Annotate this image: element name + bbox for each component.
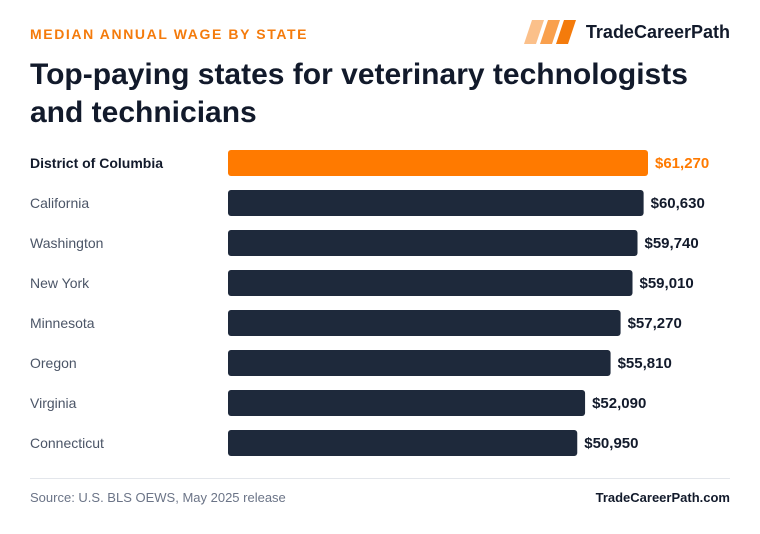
value-label: $50,950	[584, 435, 638, 452]
brand: TradeCareerPath	[523, 20, 730, 44]
category-label: New York	[30, 275, 90, 291]
bar	[228, 310, 621, 336]
site-name: TradeCareerPath.com	[595, 490, 730, 505]
category-label: Connecticut	[30, 435, 104, 451]
bar	[228, 190, 644, 216]
category-label: Washington	[30, 235, 103, 251]
chart-title: Top-paying states for veterinary technol…	[30, 58, 688, 129]
value-label: $59,010	[640, 275, 694, 292]
value-label: $61,270	[655, 155, 709, 172]
value-label: $52,090	[592, 395, 646, 412]
bar	[228, 270, 633, 296]
bar	[228, 430, 578, 456]
value-label: $55,810	[618, 355, 672, 372]
bar-chart: District of Columbia $61,270 California $60…	[30, 150, 709, 456]
bar	[228, 230, 638, 256]
bar	[228, 350, 611, 376]
footer-divider	[30, 478, 730, 479]
brand-logo-icon	[523, 20, 576, 44]
bar	[228, 150, 648, 176]
bar	[228, 390, 586, 416]
category-label: Minnesota	[30, 315, 95, 331]
eyebrow-label: MEDIAN ANNUAL WAGE BY STATE	[30, 26, 309, 42]
value-label: $59,740	[645, 235, 699, 252]
value-label: $60,630	[651, 195, 705, 212]
category-label: Oregon	[30, 355, 77, 371]
brand-name: TradeCareerPath	[585, 21, 730, 42]
category-label: Virginia	[30, 395, 77, 411]
category-label: District of Columbia	[30, 155, 163, 171]
category-label: California	[30, 195, 89, 211]
value-label: $57,270	[628, 315, 682, 332]
source-note: Source: U.S. BLS OEWS, May 2025 release	[30, 490, 286, 505]
